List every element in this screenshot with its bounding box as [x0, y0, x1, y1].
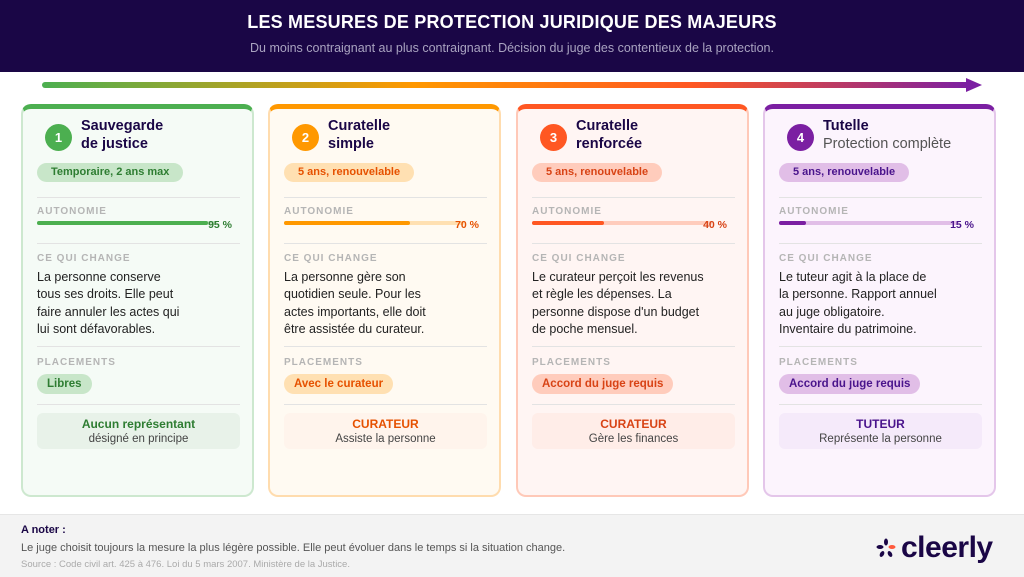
note-title: A noter : — [21, 524, 66, 536]
representative-title: CURATEUR — [600, 417, 667, 431]
autonomy-bar — [284, 221, 464, 225]
placements-badge: Accord du juge requis — [532, 374, 674, 394]
placements-label: PLACEMENTS — [37, 357, 116, 368]
placements-badge: Libres — [37, 374, 92, 394]
divider — [37, 404, 240, 405]
divider — [532, 243, 735, 244]
autonomy-bar-fill — [284, 221, 410, 225]
card-title-line1: Curatelle — [328, 118, 391, 134]
card-title: Curatelle simple — [328, 117, 390, 153]
change-label: CE QUI CHANGE — [779, 253, 873, 264]
representative-desc: Représente la personne — [819, 433, 942, 445]
change-text: La personne gère son quotidien seule. Po… — [284, 270, 426, 336]
duration-badge: 5 ans, renouvelable — [532, 163, 663, 182]
gradient-arrow — [42, 82, 970, 88]
autonomy-label: AUTONOMIE — [532, 206, 602, 217]
divider — [532, 404, 735, 405]
autonomy-bar-fill — [532, 221, 604, 225]
representative-box: Aucun représentant désigné en principe — [37, 413, 240, 449]
card-title: Tutelle Protection complète — [823, 117, 951, 153]
divider — [779, 404, 982, 405]
cleerly-logo: cleerly — [876, 531, 993, 565]
autonomy-value: 40 % — [703, 219, 727, 231]
divider — [37, 243, 240, 244]
autonomy-label: AUTONOMIE — [779, 206, 849, 217]
divider — [532, 346, 735, 347]
representative-desc: Assiste la personne — [335, 433, 436, 445]
divider — [37, 346, 240, 347]
step-number: 4 — [787, 124, 814, 151]
divider — [284, 197, 487, 198]
page-title: LES MESURES DE PROTECTION JURIDIQUE DES … — [247, 12, 777, 32]
divider — [284, 243, 487, 244]
placements-label: PLACEMENTS — [532, 357, 611, 368]
duration-badge: Temporaire, 2 ans max — [37, 163, 184, 182]
placements-label: PLACEMENTS — [284, 357, 363, 368]
header: LES MESURES DE PROTECTION JURIDIQUE DES … — [0, 0, 1024, 72]
representative-title: TUTEUR — [856, 417, 905, 431]
divider — [779, 243, 982, 244]
measure-card: 4 Tutelle Protection complète 5 ans, ren… — [763, 104, 996, 497]
autonomy-bar — [532, 221, 712, 225]
divider — [532, 197, 735, 198]
representative-box: CURATEUR Assiste la personne — [284, 413, 487, 449]
logo-text: cleerly — [901, 531, 993, 564]
measure-card: 1 Sauvegarde de justice Temporaire, 2 an… — [21, 104, 254, 497]
step-number: 2 — [292, 124, 319, 151]
autonomy-value: 15 % — [950, 219, 974, 231]
autonomy-value: 95 % — [208, 219, 232, 231]
measure-card: 3 Curatelle renforcée 5 ans, renouvelabl… — [516, 104, 749, 497]
card-title-line2: de justice — [81, 136, 148, 152]
card-title-line1: Tutelle — [823, 118, 869, 134]
change-label: CE QUI CHANGE — [532, 253, 626, 264]
placements-badge: Avec le curateur — [284, 374, 394, 394]
change-text: La personne conserve tous ses droits. El… — [37, 270, 180, 336]
representative-desc: Gère les finances — [588, 433, 679, 445]
change-label: CE QUI CHANGE — [37, 253, 131, 264]
change-label: CE QUI CHANGE — [284, 253, 378, 264]
change-text: Le curateur perçoit les revenus et règle… — [532, 270, 704, 336]
card-title-line1: Sauvegarde — [81, 118, 164, 134]
placements-label: PLACEMENTS — [779, 357, 858, 368]
placements-badge: Accord du juge requis — [779, 374, 921, 394]
measure-card: 2 Curatelle simple 5 ans, renouvelable A… — [268, 104, 501, 497]
duration-badge: 5 ans, renouvelable — [284, 163, 415, 182]
representative-desc: désigné en principe — [88, 433, 189, 445]
footer: A noter : Le juge choisit toujours la me… — [0, 514, 1024, 577]
arrowhead-icon — [966, 78, 982, 92]
logo-asterisk-icon — [876, 538, 896, 557]
divider — [284, 404, 487, 405]
representative-box: CURATEUR Gère les finances — [532, 413, 735, 449]
card-title-line2: renforcée — [576, 136, 643, 152]
change-text: Le tuteur agit à la place de la personne… — [779, 270, 937, 336]
autonomy-label: AUTONOMIE — [37, 206, 107, 217]
step-number: 3 — [540, 124, 567, 151]
representative-title: CURATEUR — [352, 417, 419, 431]
page-subtitle: Du moins contraignant au plus contraigna… — [250, 41, 774, 55]
autonomy-label: AUTONOMIE — [284, 206, 354, 217]
autonomy-bar — [779, 221, 959, 225]
autonomy-bar-fill — [779, 221, 806, 225]
step-number: 1 — [45, 124, 72, 151]
note-text: Le juge choisit toujours la mesure la pl… — [21, 542, 566, 554]
duration-badge: 5 ans, renouvelable — [779, 163, 910, 182]
autonomy-bar — [37, 221, 217, 225]
card-title: Curatelle renforcée — [576, 117, 642, 153]
source-text: Source : Code civil art. 425 à 476. Loi … — [21, 559, 350, 570]
card-title-line1: Curatelle — [576, 118, 639, 134]
divider — [779, 197, 982, 198]
representative-box: TUTEUR Représente la personne — [779, 413, 982, 449]
divider — [37, 197, 240, 198]
card-title: Sauvegarde de justice — [81, 117, 163, 153]
autonomy-bar-fill — [37, 221, 208, 225]
card-title-line2: simple — [328, 136, 374, 152]
divider — [284, 346, 487, 347]
card-subtitle: Protection complète — [823, 136, 952, 152]
representative-title: Aucun représentant — [81, 417, 196, 431]
autonomy-value: 70 % — [455, 219, 479, 231]
divider — [779, 346, 982, 347]
